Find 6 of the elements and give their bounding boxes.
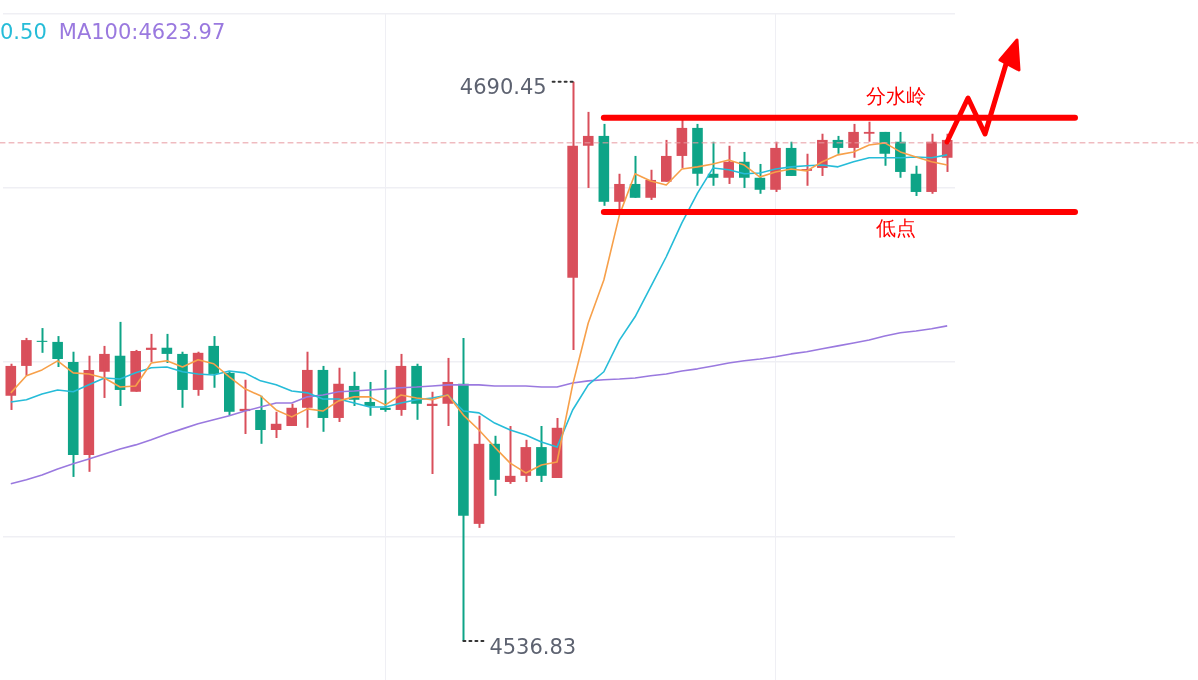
annotation: 4536.83 — [489, 635, 577, 660]
ref-line-label: 低点 — [875, 216, 916, 241]
text: MA100:4623.97 — [58, 20, 226, 44]
ref-line-label: 分水岭 — [865, 83, 926, 108]
annotation: 4690.45 — [459, 75, 547, 100]
text: 0.50 — [0, 20, 47, 44]
